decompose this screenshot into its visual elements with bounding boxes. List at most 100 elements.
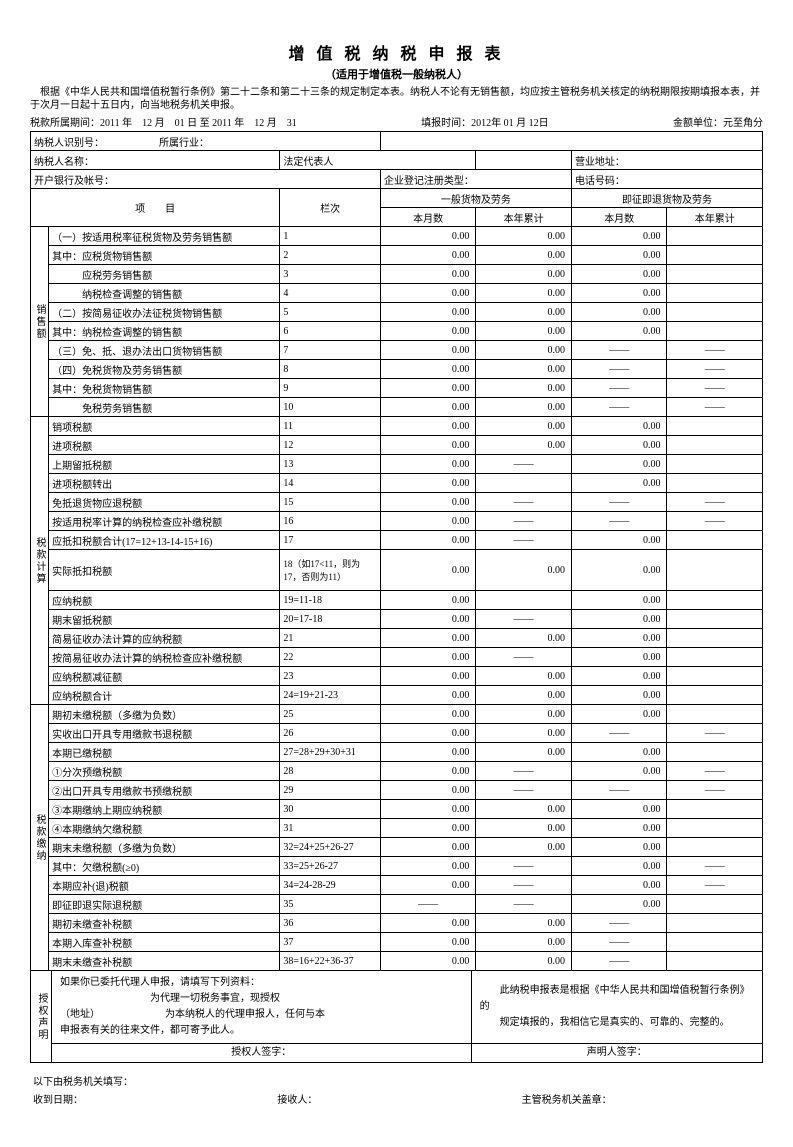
row-lanci: 22 xyxy=(280,648,381,667)
decl-text: 此纳税申报表是根据《中华人民共和国增值税暂行条例》的 规定填报的，我相信它是真实… xyxy=(471,971,762,1044)
cell-value: 0.00 xyxy=(571,531,667,550)
cell-value: —— xyxy=(571,360,667,379)
cell-value: 0.00 xyxy=(571,322,667,341)
cell-value: 0.00 xyxy=(476,550,572,591)
cell-value: —— xyxy=(380,895,476,914)
cell-value: 0.00 xyxy=(571,455,667,474)
cell-value: 0.00 xyxy=(380,436,476,455)
row-lanci: 3 xyxy=(280,265,381,284)
table-row: 按适用税率计算的纳税检查应补缴税额160.00—————— xyxy=(31,512,763,531)
cell-value: 0.00 xyxy=(476,838,572,857)
recv-date: 收到日期： xyxy=(30,1089,274,1107)
cell-value: 0.00 xyxy=(571,591,667,610)
row-label: 其中：免税货物销售额 xyxy=(49,379,280,398)
row-lanci: 14 xyxy=(280,474,381,493)
period: 税款所属期间：2011 年 12 月 01 日 至 2011 年 12 月 31 xyxy=(30,114,297,129)
phone-label: 电话号码： xyxy=(571,170,762,189)
cell-value xyxy=(667,227,763,246)
row-lanci: 23 xyxy=(280,667,381,686)
cell-value: —— xyxy=(476,455,572,474)
cell-value: 0.00 xyxy=(476,800,572,819)
row-lanci: 26 xyxy=(280,724,381,743)
col-group2: 即征即退货物及劳务 xyxy=(571,189,762,208)
table-row: 即征即退实际退税额35————0.00 xyxy=(31,895,763,914)
cell-value: 0.00 xyxy=(380,819,476,838)
cell-value xyxy=(667,743,763,762)
table-row: 其中：纳税检查调整的销售额60.000.000.00 xyxy=(31,322,763,341)
table-row: 期末未缴查补税额38=16+22+36-370.000.00—— xyxy=(31,952,763,971)
cell-value: 0.00 xyxy=(380,398,476,417)
col-item: 项 目 xyxy=(31,189,280,227)
cell-value: —— xyxy=(476,857,572,876)
row-lanci: 33=25+26-27 xyxy=(280,857,381,876)
cell-value: 0.00 xyxy=(380,493,476,512)
cell-value: 0.00 xyxy=(571,743,667,762)
row-lanci: 27=28+29+30+31 xyxy=(280,743,381,762)
table-row: 实收出口开具专用缴款书退税额260.000.00———— xyxy=(31,724,763,743)
row-lanci: 16 xyxy=(280,512,381,531)
cell-value: 0.00 xyxy=(571,436,667,455)
cell-value: —— xyxy=(571,512,667,531)
cell-value: —— xyxy=(667,857,763,876)
row-lanci: 34=24-28-29 xyxy=(280,876,381,895)
row-lanci: 5 xyxy=(280,303,381,322)
row-label: 本期入库查补税额 xyxy=(49,933,280,952)
table-row: 免税劳务销售额100.000.00———— xyxy=(31,398,763,417)
row-lanci: 4 xyxy=(280,284,381,303)
cell-value: —— xyxy=(571,724,667,743)
col-group1: 一般货物及劳务 xyxy=(380,189,571,208)
row-label: （四）免税货物及劳务销售额 xyxy=(49,360,280,379)
row-label: 按适用税率计算的纳税检查应补缴税额 xyxy=(49,512,280,531)
cell-value: —— xyxy=(476,895,572,914)
cell-value: 0.00 xyxy=(476,284,572,303)
cell-value: —— xyxy=(476,531,572,550)
cell-value: —— xyxy=(571,914,667,933)
stamp: 主管税务机关盖章： xyxy=(519,1089,763,1107)
cell-value: 0.00 xyxy=(571,838,667,857)
row-lanci: 13 xyxy=(280,455,381,474)
cell-value: 0.00 xyxy=(476,743,572,762)
cell-value: 0.00 xyxy=(476,417,572,436)
cell-value: 0.00 xyxy=(380,914,476,933)
row-label: 实收出口开具专用缴款书退税额 xyxy=(49,724,280,743)
cell-value: 0.00 xyxy=(476,246,572,265)
cell-value: 0.00 xyxy=(571,667,667,686)
row-label: 期初未缴查补税额 xyxy=(49,914,280,933)
cell-value: 0.00 xyxy=(571,629,667,648)
bank-label: 开户银行及帐号： xyxy=(31,170,381,189)
table-row: 进项税额120.000.000.00 xyxy=(31,436,763,455)
receiver: 接收人： xyxy=(274,1089,518,1107)
row-label: 期末未缴税额（多缴为负数） xyxy=(49,838,280,857)
auth-sign: 授权人签字： xyxy=(52,1044,472,1063)
cell-value: 0.00 xyxy=(571,550,667,591)
cell-value: 0.00 xyxy=(380,762,476,781)
row-lanci: 15 xyxy=(280,493,381,512)
col-month2: 本月数 xyxy=(571,208,667,227)
cell-value: 0.00 xyxy=(476,341,572,360)
cell-value: 0.00 xyxy=(571,895,667,914)
cell-value xyxy=(667,455,763,474)
col-year2: 本年累计 xyxy=(667,208,763,227)
cell-value: 0.00 xyxy=(476,398,572,417)
cell-value: —— xyxy=(476,876,572,895)
cell-value: 0.00 xyxy=(380,876,476,895)
cell-value: —— xyxy=(476,512,572,531)
row-lanci: 8 xyxy=(280,360,381,379)
table-row: 进项税额转出140.000.00 xyxy=(31,474,763,493)
row-label: 期初未缴税额（多缴为负数） xyxy=(49,705,280,724)
row-label: 应抵扣税额合计(17=12+13-14-15+16) xyxy=(49,531,280,550)
cell-value: 0.00 xyxy=(476,686,572,705)
cell-value: —— xyxy=(667,398,763,417)
cell-value: 0.00 xyxy=(380,512,476,531)
cell-value: 0.00 xyxy=(476,265,572,284)
cell-value: 0.00 xyxy=(380,781,476,800)
table-row: 销售额（一）按适用税率征税货物及劳务销售额10.000.000.00 xyxy=(31,227,763,246)
cell-value: 0.00 xyxy=(380,246,476,265)
row-label: 其中：纳税检查调整的销售额 xyxy=(49,322,280,341)
row-lanci: 6 xyxy=(280,322,381,341)
row-label: 销项税额 xyxy=(49,417,280,436)
row-lanci: 37 xyxy=(280,933,381,952)
row-lanci: 28 xyxy=(280,762,381,781)
row-lanci: 9 xyxy=(280,379,381,398)
cell-value xyxy=(667,591,763,610)
